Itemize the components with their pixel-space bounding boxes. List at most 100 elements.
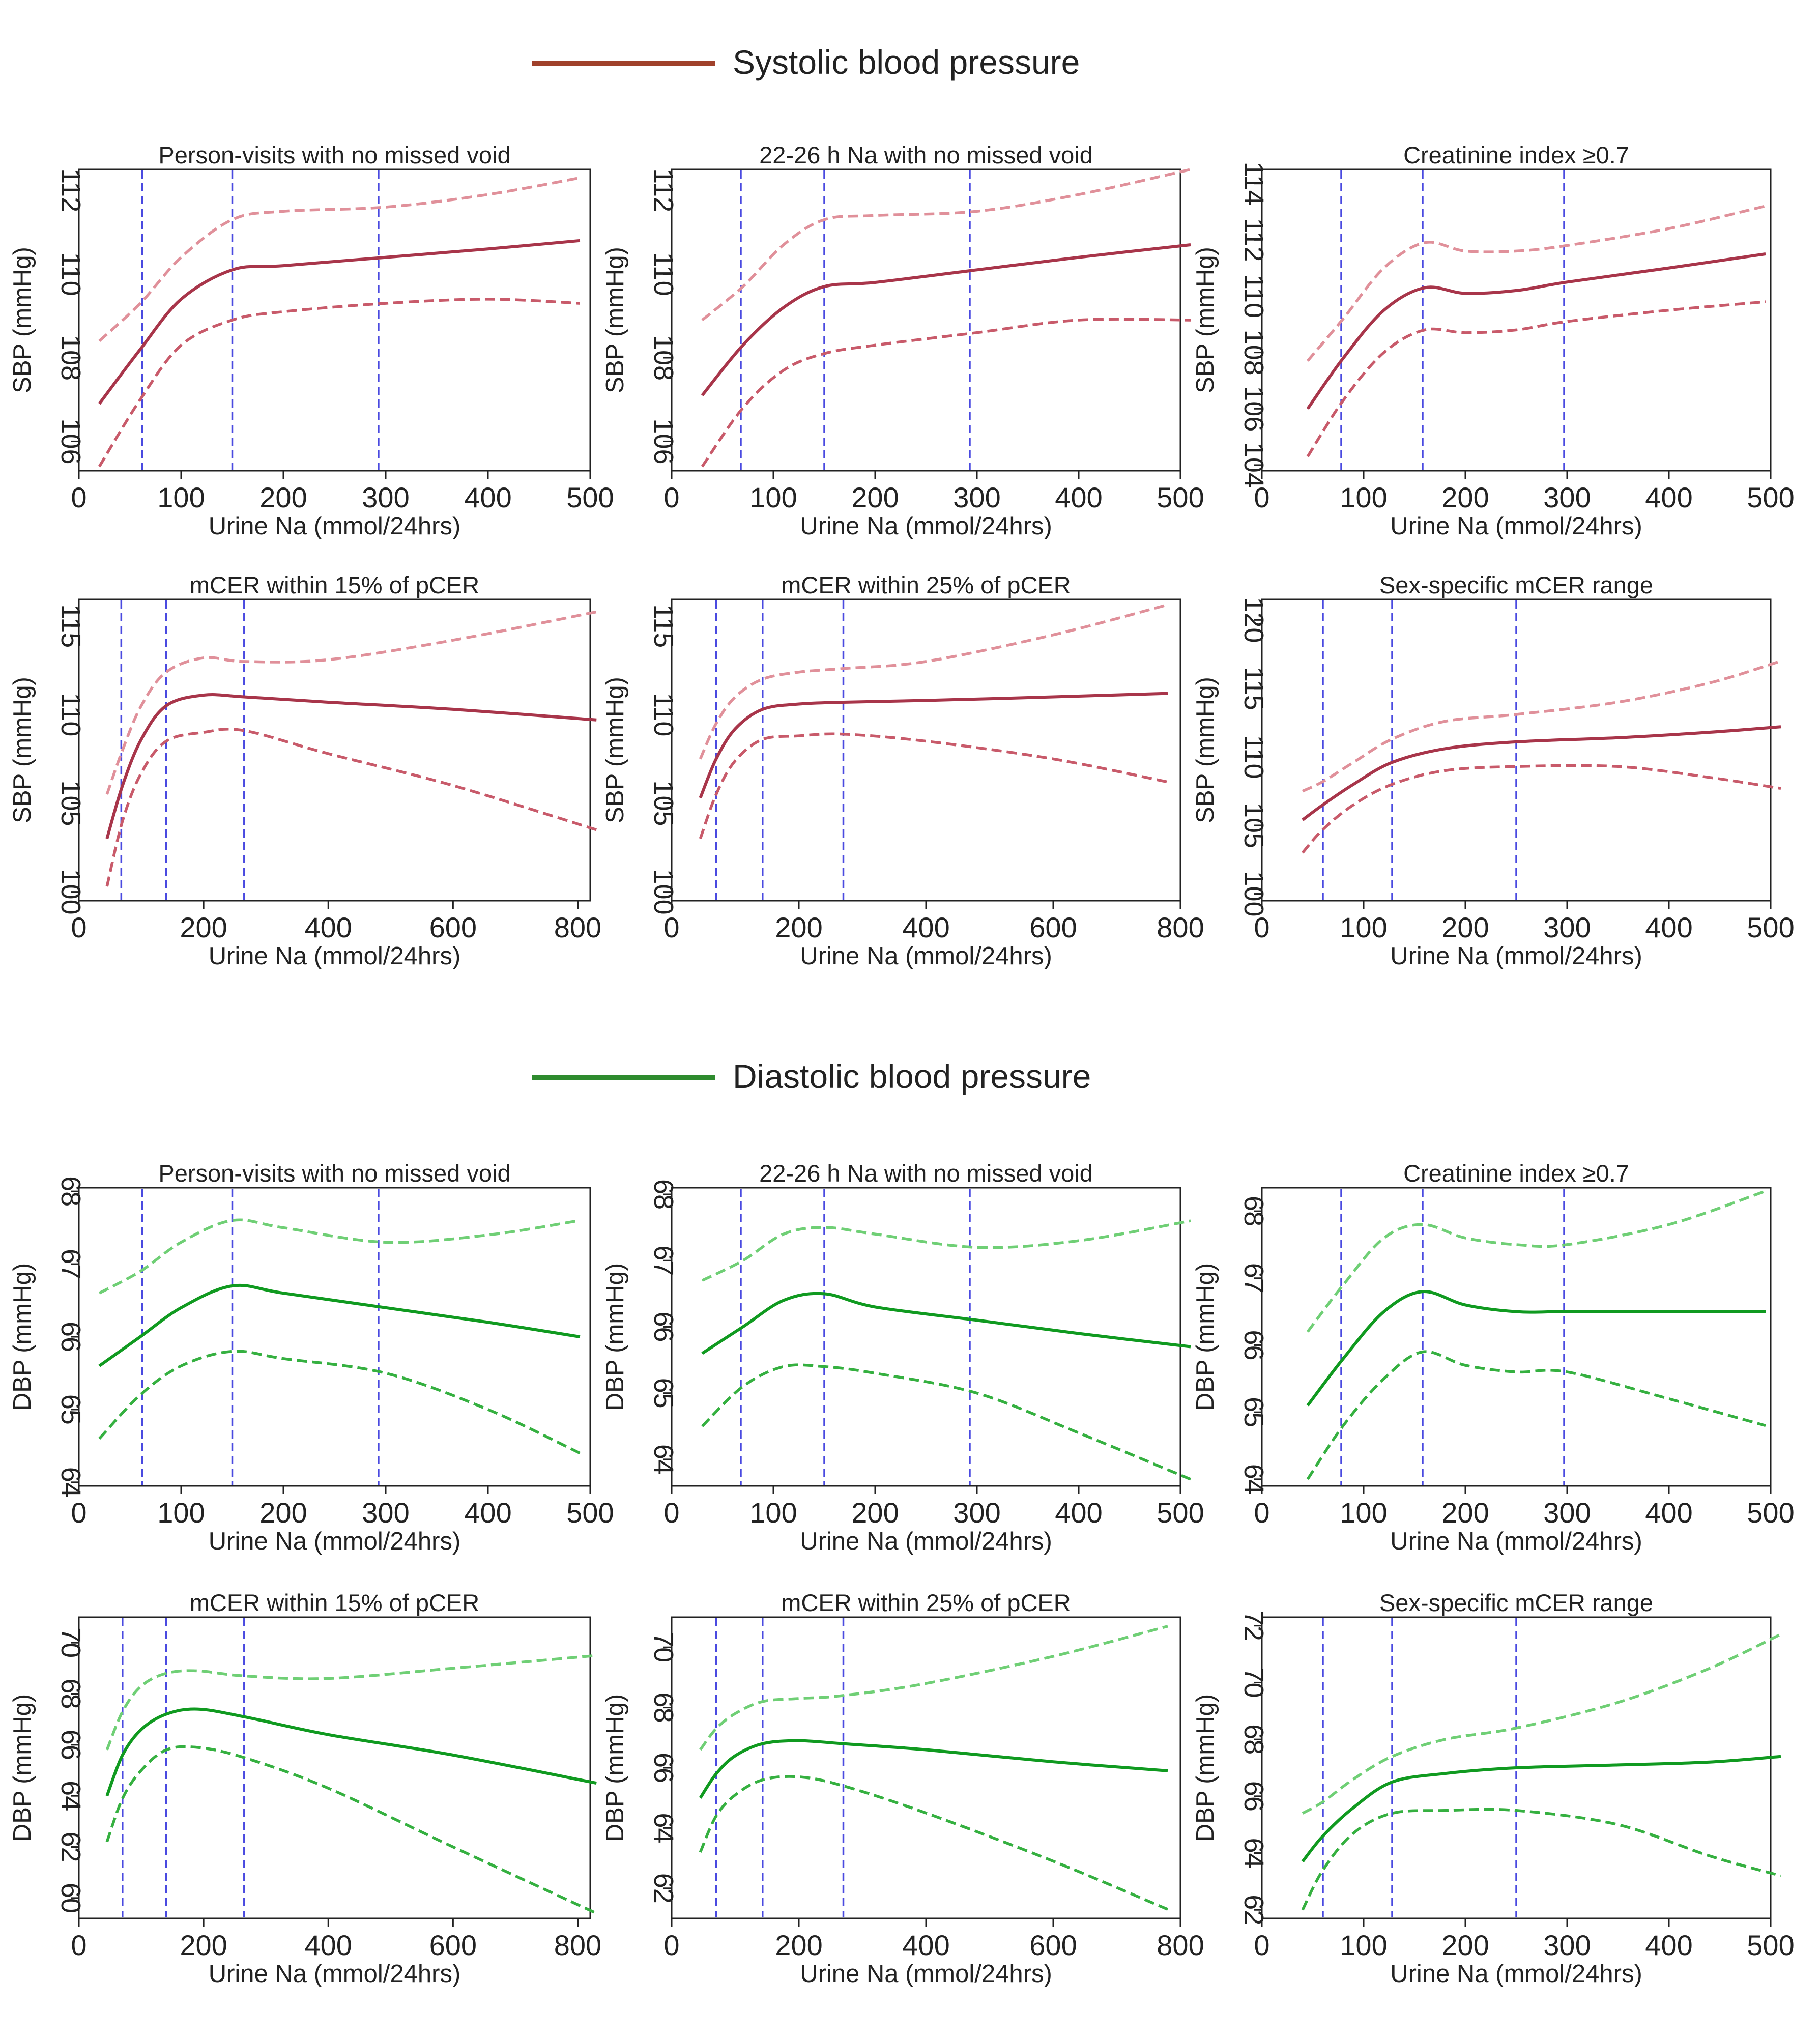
x-tick-label: 100 bbox=[749, 481, 797, 513]
y-tick-label: 62 bbox=[648, 1873, 679, 1904]
y-tick-label: 110 bbox=[648, 252, 679, 296]
x-tick-label: 200 bbox=[851, 481, 899, 513]
y-tick-label: 68 bbox=[55, 1176, 86, 1207]
x-tick-label: 400 bbox=[1055, 1497, 1102, 1529]
estimate-line bbox=[699, 1739, 1168, 1799]
y-axis-label: SBP (mmHg) bbox=[601, 247, 629, 393]
x-tick-label: 0 bbox=[71, 481, 86, 513]
chart-panel: 22-26 h Na with no missed void 0 100 200 300… bbox=[601, 1160, 1204, 1555]
y-axis-label: SBP (mmHg) bbox=[601, 677, 629, 823]
y-tick-label: 114 bbox=[1238, 162, 1269, 206]
y-tick-label: 115 bbox=[55, 604, 86, 648]
x-tick-label: 200 bbox=[1441, 481, 1489, 513]
y-tick-label: 62 bbox=[1238, 1895, 1269, 1925]
x-tick-label: 400 bbox=[1645, 1497, 1692, 1529]
y-tick-label: 65 bbox=[55, 1394, 86, 1425]
x-tick-label: 400 bbox=[464, 1497, 511, 1529]
x-axis-label: Urine Na (mmol/24hrs) bbox=[1390, 512, 1642, 540]
upper-ci-line bbox=[701, 168, 1191, 322]
x-tick-label: 0 bbox=[71, 911, 86, 943]
y-axis-label: SBP (mmHg) bbox=[1192, 247, 1219, 393]
legend-sbp: Systolic blood pressure bbox=[532, 43, 1080, 81]
chart-title: Creatinine index ≥0.7 bbox=[1403, 141, 1629, 168]
legend-dbp: Diastolic blood pressure bbox=[532, 1057, 1091, 1095]
x-tick-label: 400 bbox=[1645, 1929, 1692, 1961]
x-tick-label: 400 bbox=[1645, 481, 1692, 513]
x-tick-label: 0 bbox=[663, 911, 679, 943]
x-tick-label: 600 bbox=[429, 1929, 477, 1961]
x-tick-label: 0 bbox=[1254, 1929, 1269, 1961]
x-tick-label: 100 bbox=[1340, 1497, 1387, 1529]
x-tick-label: 800 bbox=[554, 911, 601, 943]
chart-title: 22-26 h Na with no missed void bbox=[759, 1160, 1093, 1187]
chart-title: Sex-specific mCER range bbox=[1379, 1589, 1653, 1616]
y-tick-label: 64 bbox=[55, 1781, 86, 1811]
lower-ci-line bbox=[1306, 1350, 1766, 1480]
upper-ci-line bbox=[701, 1219, 1191, 1282]
x-tick-label: 500 bbox=[566, 481, 614, 513]
chart-panel: mCER within 15% of pCER 0 200 400 600 800 60 62… bbox=[9, 1589, 601, 1988]
lower-ci-line bbox=[701, 1363, 1192, 1481]
y-tick-label: 68 bbox=[648, 1692, 679, 1723]
x-tick-label: 0 bbox=[1254, 1497, 1269, 1529]
chart-title: Person-visits with no missed void bbox=[158, 141, 510, 168]
y-tick-label: 67 bbox=[55, 1249, 86, 1279]
y-tick-label: 64 bbox=[1238, 1464, 1269, 1495]
lower-ci-line bbox=[105, 727, 597, 887]
estimate-line bbox=[701, 1292, 1191, 1355]
y-tick-label: 65 bbox=[1238, 1397, 1269, 1427]
x-tick-label: 800 bbox=[554, 1929, 601, 1961]
x-tick-label: 200 bbox=[259, 1497, 307, 1529]
y-tick-label: 68 bbox=[1238, 1196, 1269, 1226]
x-axis-label: Urine Na (mmol/24hrs) bbox=[800, 1960, 1052, 1988]
x-tick-label: 200 bbox=[1441, 911, 1489, 943]
y-tick-label: 67 bbox=[1238, 1263, 1269, 1294]
x-tick-label: 300 bbox=[953, 481, 1000, 513]
lower-ci-line bbox=[98, 1350, 581, 1455]
chart-title: Person-visits with no missed void bbox=[158, 1160, 510, 1187]
y-tick-label: 66 bbox=[1238, 1781, 1269, 1812]
x-tick-label: 100 bbox=[157, 481, 205, 513]
chart-title: mCER within 25% of pCER bbox=[781, 571, 1071, 598]
upper-ci-line bbox=[105, 610, 597, 795]
y-axis-label: DBP (mmHg) bbox=[1192, 1694, 1219, 1842]
upper-ci-line bbox=[98, 1218, 581, 1295]
chart-panel: Person-visits with no missed void 0 100 200… bbox=[9, 1160, 614, 1555]
chart-panel: Creatinine index ≥0.7 0 100 200 300 400 500 64 6… bbox=[1192, 1160, 1795, 1555]
lower-ci-line bbox=[699, 732, 1168, 840]
y-tick-label: 66 bbox=[648, 1311, 679, 1342]
x-tick-label: 500 bbox=[1157, 481, 1204, 513]
y-tick-label: 66 bbox=[55, 1730, 86, 1760]
estimate-line bbox=[98, 1283, 581, 1367]
y-tick-label: 64 bbox=[648, 1813, 679, 1843]
y-tick-label: 64 bbox=[648, 1444, 679, 1475]
y-tick-label: 106 bbox=[1238, 386, 1269, 432]
x-tick-label: 500 bbox=[1747, 481, 1794, 513]
x-tick-label: 500 bbox=[1747, 1497, 1794, 1529]
x-tick-label: 100 bbox=[157, 1497, 205, 1529]
plot-frame bbox=[1261, 1616, 1772, 1919]
y-tick-label: 64 bbox=[1238, 1838, 1269, 1869]
y-tick-label: 110 bbox=[1238, 274, 1269, 318]
upper-ci-line bbox=[1306, 1190, 1766, 1333]
x-tick-label: 200 bbox=[1441, 1497, 1489, 1529]
x-tick-label: 500 bbox=[1747, 911, 1794, 943]
y-tick-label: 110 bbox=[55, 693, 86, 736]
estimate-line bbox=[1306, 252, 1766, 410]
y-axis-label: SBP (mmHg) bbox=[9, 677, 36, 823]
estimate-line bbox=[701, 243, 1191, 396]
x-axis-label: Urine Na (mmol/24hrs) bbox=[800, 1528, 1052, 1555]
x-tick-label: 300 bbox=[1543, 911, 1591, 943]
upper-ci-line bbox=[1306, 205, 1766, 362]
lower-ci-line bbox=[1306, 300, 1766, 457]
plot-frame bbox=[671, 168, 1181, 472]
chart-panel: Sex-specific mCER range 0 100 200 300 400 500 6… bbox=[1192, 1589, 1795, 1988]
y-tick-label: 66 bbox=[648, 1753, 679, 1783]
y-tick-label: 108 bbox=[1238, 330, 1269, 376]
x-tick-label: 400 bbox=[464, 481, 511, 513]
y-tick-label: 100 bbox=[648, 869, 679, 915]
x-tick-label: 200 bbox=[775, 1929, 822, 1961]
x-tick-label: 500 bbox=[1747, 1929, 1794, 1961]
upper-ci-line bbox=[1302, 1633, 1782, 1815]
